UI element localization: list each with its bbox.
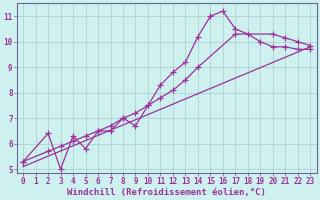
- X-axis label: Windchill (Refroidissement éolien,°C): Windchill (Refroidissement éolien,°C): [67, 188, 266, 197]
